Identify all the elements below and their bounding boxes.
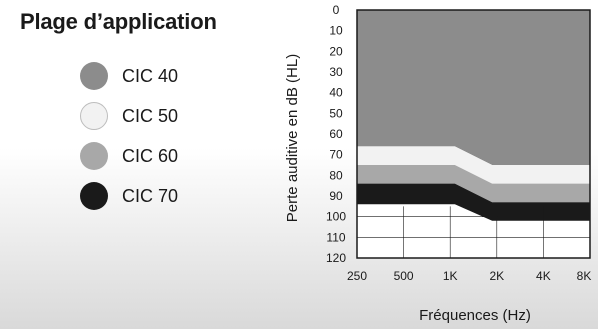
legend: CIC 40 CIC 50 CIC 60 CIC 70: [80, 56, 178, 216]
grid-layer: [357, 206, 590, 258]
x-tick-label: 2K: [489, 269, 504, 283]
x-tick-label: 500: [394, 269, 414, 283]
band-cic-60: [357, 165, 590, 203]
legend-item-cic40: CIC 40: [80, 56, 178, 96]
y-tick-labels: 0 10 20 30 40 50 60 70 80 90 100 110 120: [326, 3, 346, 265]
legend-label-cic50: CIC 50: [122, 105, 179, 126]
legend-swatch-cic50: [80, 102, 108, 130]
x-tick-label: 4K: [536, 269, 551, 283]
legend-swatch-cic40: [80, 62, 108, 90]
y-tick-label: 100: [326, 210, 346, 224]
y-tick-label: 120: [326, 251, 346, 265]
y-tick-label: 40: [329, 86, 343, 100]
legend-item-cic50: CIC 50: [80, 96, 178, 136]
y-tick-label: 60: [329, 127, 343, 141]
legend-label-cic70: CIC 70: [122, 185, 179, 206]
x-tick-label: 8K: [577, 269, 592, 283]
x-axis-label: Fréquences (Hz): [419, 307, 531, 324]
y-tick-label: 80: [329, 168, 343, 182]
y-tick-label: 70: [329, 148, 343, 162]
y-tick-label: 30: [329, 65, 343, 79]
band-cic-50: [357, 146, 590, 184]
legend-swatch-cic60: [80, 142, 108, 170]
legend-label-cic40: CIC 40: [122, 65, 179, 86]
y-tick-label: 90: [329, 189, 343, 203]
y-tick-label: 50: [329, 106, 343, 120]
x-tick-labels: 250 500 1K 2K 4K 8K: [347, 269, 591, 283]
y-tick-label: 110: [326, 230, 345, 244]
y-axis-label: Perte auditive en dB (HL): [284, 54, 301, 222]
y-tick-label: 20: [329, 44, 343, 58]
legend-item-cic60: CIC 60: [80, 136, 178, 176]
legend-item-cic70: CIC 70: [80, 176, 178, 216]
legend-label-cic60: CIC 60: [122, 145, 179, 166]
plot-frame: [356, 9, 591, 259]
band-cic-40: [357, 10, 590, 165]
y-tick-label: 10: [329, 24, 343, 38]
band-cic-70: [357, 183, 590, 221]
x-tick-label: 250: [347, 269, 367, 283]
chart-title: Plage d’application: [20, 9, 217, 34]
legend-swatch-cic70: [80, 182, 108, 210]
x-tick-label: 1K: [443, 269, 458, 283]
band-layer: [357, 10, 590, 258]
y-tick-label: 0: [333, 3, 340, 17]
